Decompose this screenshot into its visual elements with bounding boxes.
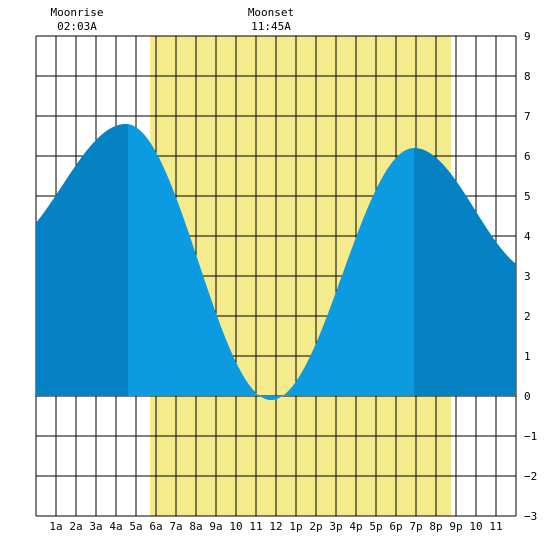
y-tick-label: 9 <box>524 30 531 43</box>
y-tick-label: 0 <box>524 390 531 403</box>
y-tick-label: 5 <box>524 190 531 203</box>
x-tick-label: 5p <box>369 520 382 533</box>
x-tick-label: 6p <box>389 520 402 533</box>
y-tick-label: 7 <box>524 110 531 123</box>
tide-night-band <box>414 148 516 396</box>
x-tick-label: 2a <box>69 520 82 533</box>
x-tick-label: 8p <box>429 520 442 533</box>
x-tick-label: 8a <box>189 520 202 533</box>
moon-event-label: Moonrise <box>51 6 104 19</box>
x-tick-label: 2p <box>309 520 322 533</box>
y-axis-ticks: −3 −2 −1 0 1 2 3 4 5 6 7 8 9 <box>524 30 537 523</box>
tide-night-band <box>36 124 128 396</box>
x-tick-label: 3a <box>89 520 102 533</box>
x-tick-label: 4a <box>109 520 122 533</box>
x-tick-label: 7a <box>169 520 182 533</box>
y-tick-label: −2 <box>524 470 537 483</box>
x-tick-label: 1a <box>49 520 62 533</box>
x-tick-label: 6a <box>149 520 162 533</box>
x-tick-label: 7p <box>409 520 422 533</box>
y-tick-label: 8 <box>524 70 531 83</box>
tide-area <box>36 124 516 400</box>
x-tick-label: 5a <box>129 520 142 533</box>
x-tick-label: 1p <box>289 520 302 533</box>
x-axis-ticks: 1a 2a 3a 4a 5a 6a 7a 8a 9a 10 11 12 1p 2p 3p 4p 5p 6p 7p 8p… <box>49 520 502 533</box>
y-tick-label: −1 <box>524 430 537 443</box>
y-tick-label: 2 <box>524 310 531 323</box>
y-tick-label: 4 <box>524 230 531 243</box>
moon-event-time: 02:03A <box>57 20 97 33</box>
x-tick-label: 11 <box>489 520 502 533</box>
y-tick-label: 1 <box>524 350 531 363</box>
x-tick-label: 3p <box>329 520 342 533</box>
tide-area-path <box>36 124 516 400</box>
x-tick-label: 4p <box>349 520 362 533</box>
x-tick-label: 12 <box>269 520 282 533</box>
y-tick-label: 6 <box>524 150 531 163</box>
x-tick-label: 9p <box>449 520 462 533</box>
y-tick-label: 3 <box>524 270 531 283</box>
moon-event-time: 11:45A <box>251 20 291 33</box>
x-tick-label: 10 <box>229 520 242 533</box>
y-tick-label: −3 <box>524 510 537 523</box>
x-tick-label: 11 <box>249 520 262 533</box>
x-tick-label: 9a <box>209 520 222 533</box>
moon-event-label: Moonset <box>248 6 294 19</box>
x-tick-label: 10 <box>469 520 482 533</box>
